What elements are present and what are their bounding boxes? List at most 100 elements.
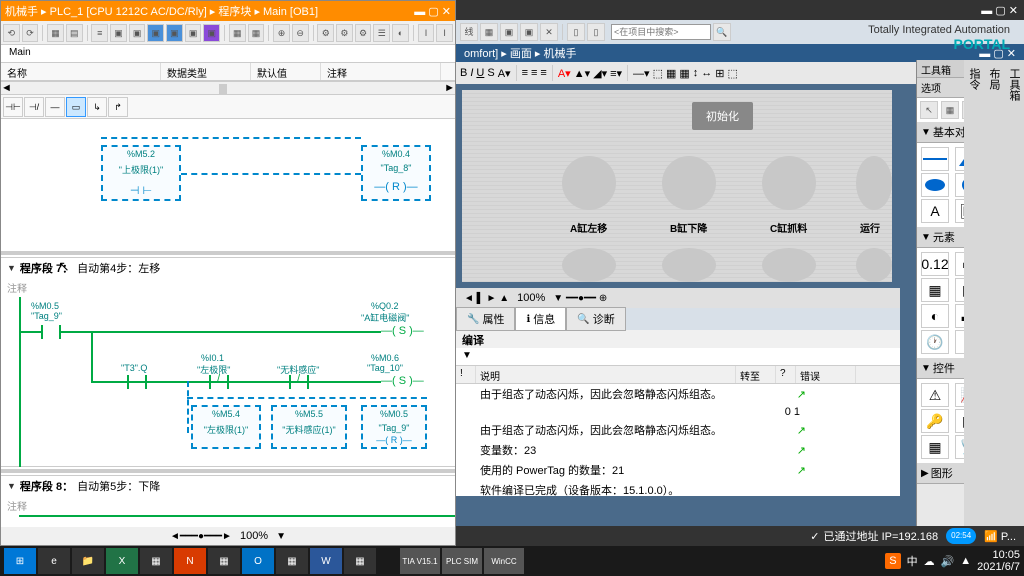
task-plcsim[interactable]: PLC SIM <box>442 548 482 574</box>
side-tabs: 工具箱 布局 指令 <box>1008 60 1024 536</box>
tray-icon[interactable]: 中 <box>907 553 918 569</box>
tb-btn[interactable]: ≡ <box>91 24 108 42</box>
init-button[interactable]: 初始化 <box>692 102 753 130</box>
hmi-circle[interactable] <box>562 248 616 282</box>
tb-btn[interactable]: ▯ <box>587 23 605 41</box>
tb-btn[interactable]: ▦ <box>480 23 498 41</box>
tb-btn[interactable]: ⊖ <box>292 24 309 42</box>
ladder-toolbar: ⊣⊢⊣/⊢ —▭ ↳↱ <box>1 95 455 119</box>
tb-btn[interactable]: ▣ <box>203 24 220 42</box>
search-input[interactable] <box>611 24 711 40</box>
right-pane: ▬ ▢ ✕ 线▦ ▣▣ ✕ ▯▯ 🔍 Totally Integrated Au… <box>456 0 1024 546</box>
search-btn[interactable]: 🔍 <box>713 23 731 41</box>
tb-btn[interactable]: ▦ <box>229 24 246 42</box>
cols-header: 名称 数据类型 默认值 注释 <box>1 63 455 81</box>
hmi-circle[interactable] <box>562 156 616 210</box>
compile-header: 编译 <box>456 330 900 348</box>
hmi-circle[interactable] <box>856 248 892 282</box>
shape-line[interactable] <box>921 147 949 171</box>
title-text: 机械手 ▸ PLC_1 [CPU 1212C AC/DC/Rly] ▸ 程序块 … <box>5 3 318 19</box>
comment: 注释 <box>1 278 455 297</box>
tb-btn[interactable]: ⟳ <box>22 24 39 42</box>
tray-icon[interactable]: 🔊 <box>941 555 955 568</box>
shape-ell[interactable] <box>921 173 949 197</box>
hmi-circle[interactable] <box>662 156 716 210</box>
hmi-canvas[interactable]: 初始化 A缸左移 B缸下降 C缸抓料 运行 <box>462 90 892 282</box>
window-controls[interactable]: ▬ ▢ ✕ <box>414 5 451 18</box>
taskbar: ⊞ e 📁 X ▦ N ▦ O ▦ W ▦ TIA V15.1 PLC SIM … <box>0 546 1024 576</box>
lt-btn[interactable]: ⊣/⊢ <box>24 97 44 117</box>
tb-btn[interactable]: I <box>436 24 453 42</box>
title-bar: 机械手 ▸ PLC_1 [CPU 1212C AC/DC/Rly] ▸ 程序块 … <box>1 1 455 21</box>
shape-text[interactable]: A <box>921 199 949 223</box>
task-app[interactable]: ▦ <box>276 548 308 574</box>
ladder-net1[interactable]: %M5.2 "上极限(1)" ⊣ ⊢ %M0.4 "Tag_8" —( R )— <box>1 119 455 249</box>
section-8[interactable]: ▼程序段 8：自动第5步：下降 <box>1 475 455 496</box>
tb-btn[interactable]: ▣ <box>520 23 538 41</box>
tb-btn[interactable]: ✕ <box>540 23 558 41</box>
task-ppt[interactable]: N <box>174 548 206 574</box>
tb-btn[interactable]: ▦ <box>248 24 265 42</box>
main-tab[interactable]: Main <box>1 45 455 63</box>
hmi-circle[interactable] <box>662 248 716 282</box>
main-toolbar: ⟲⟳ ▦▤ ≡▣▣ ▣▣ ▣▣ ▦▦ ⊕⊖ ⚙⚙⚙ ☰◐ II <box>1 21 455 45</box>
lt-btn[interactable]: ↳ <box>87 97 107 117</box>
task-tia[interactable]: TIA V15.1 <box>400 548 440 574</box>
tab-props[interactable]: 🔧属性 <box>456 307 515 331</box>
ladder-net2[interactable]: %M0.5 "Tag_9" %Q0.2 "A缸电磁阀" —( S )— "T3"… <box>1 297 455 467</box>
tb-btn[interactable]: ⚙ <box>336 24 353 42</box>
lt-btn[interactable]: — <box>45 97 65 117</box>
lt-btn[interactable]: ▭ <box>66 97 86 117</box>
scroll-h[interactable]: ◄► <box>1 81 455 95</box>
tb-btn[interactable]: ▤ <box>66 24 83 42</box>
msg-table: ! 说明 转至 ? 错误 由于组态了动态闪烁，因此会忽略静态闪烁组态。↗0 1由… <box>456 366 900 496</box>
tb-btn[interactable]: ▯ <box>567 23 585 41</box>
hmi-circle[interactable] <box>762 248 816 282</box>
task-folder[interactable]: 📁 <box>72 548 104 574</box>
lt-btn[interactable]: ↱ <box>108 97 128 117</box>
tab-diag[interactable]: 🔍诊断 <box>566 307 625 331</box>
col-comment: 注释 <box>321 63 441 80</box>
tb-btn[interactable]: ▣ <box>500 23 518 41</box>
cursor-icon: ↖ <box>58 258 70 275</box>
tray-icon[interactable]: ☁ <box>924 555 935 568</box>
hmi-zoom[interactable]: ◄ ▌ ► ▲ 100% ▼ ━━●━━ ⊕ <box>456 288 900 308</box>
tb-btn[interactable]: ⚙ <box>317 24 334 42</box>
tb-btn[interactable]: 线 <box>460 23 478 41</box>
tab-row: 🔧属性 ℹ信息 🔍诊断 <box>456 308 900 330</box>
task-ie[interactable]: e <box>38 548 70 574</box>
start-button[interactable]: ⊞ <box>4 548 36 574</box>
task-outlook[interactable]: O <box>242 548 274 574</box>
task-wincc[interactable]: WinCC <box>484 548 524 574</box>
tb-btn[interactable]: ⟲ <box>3 24 20 42</box>
tb-btn[interactable]: ⊕ <box>273 24 290 42</box>
tab-info[interactable]: ℹ信息 <box>515 307 566 331</box>
tb-btn[interactable]: ▣ <box>166 24 183 42</box>
task-app[interactable]: ▦ <box>208 548 240 574</box>
tb-btn[interactable]: ☰ <box>373 24 390 42</box>
col-name: 名称 <box>1 63 161 80</box>
col-type: 数据类型 <box>161 63 251 80</box>
zoom-bar[interactable]: ◄━━━●━━━► 100% ▼ <box>1 527 455 545</box>
rp-title: ▬ ▢ ✕ <box>456 0 1024 20</box>
tb-btn[interactable]: ◐ <box>392 24 409 42</box>
ime-icon[interactable]: S <box>885 553 900 569</box>
tb-btn[interactable]: ▣ <box>129 24 146 42</box>
task-word[interactable]: W <box>310 548 342 574</box>
col-default: 默认值 <box>251 63 321 80</box>
task-excel[interactable]: X <box>106 548 138 574</box>
status-bar: ✓ 已通过地址 IP=192.168 02:54 📶 P... <box>456 526 1024 546</box>
tb-btn[interactable]: ▣ <box>110 24 127 42</box>
tray-icon[interactable]: ▲ <box>960 555 971 567</box>
tia-header: Totally Integrated AutomationPORTAL <box>868 24 1010 52</box>
tb-btn[interactable]: ▦ <box>47 24 64 42</box>
hmi-circle[interactable] <box>856 156 892 210</box>
tb-btn[interactable]: ▣ <box>147 24 164 42</box>
task-app[interactable]: ▦ <box>140 548 172 574</box>
tb-btn[interactable]: I <box>418 24 435 42</box>
tb-btn[interactable]: ▣ <box>185 24 202 42</box>
lt-btn[interactable]: ⊣⊢ <box>3 97 23 117</box>
task-app[interactable]: ▦ <box>344 548 376 574</box>
tb-btn[interactable]: ⚙ <box>355 24 372 42</box>
hmi-circle[interactable] <box>762 156 816 210</box>
